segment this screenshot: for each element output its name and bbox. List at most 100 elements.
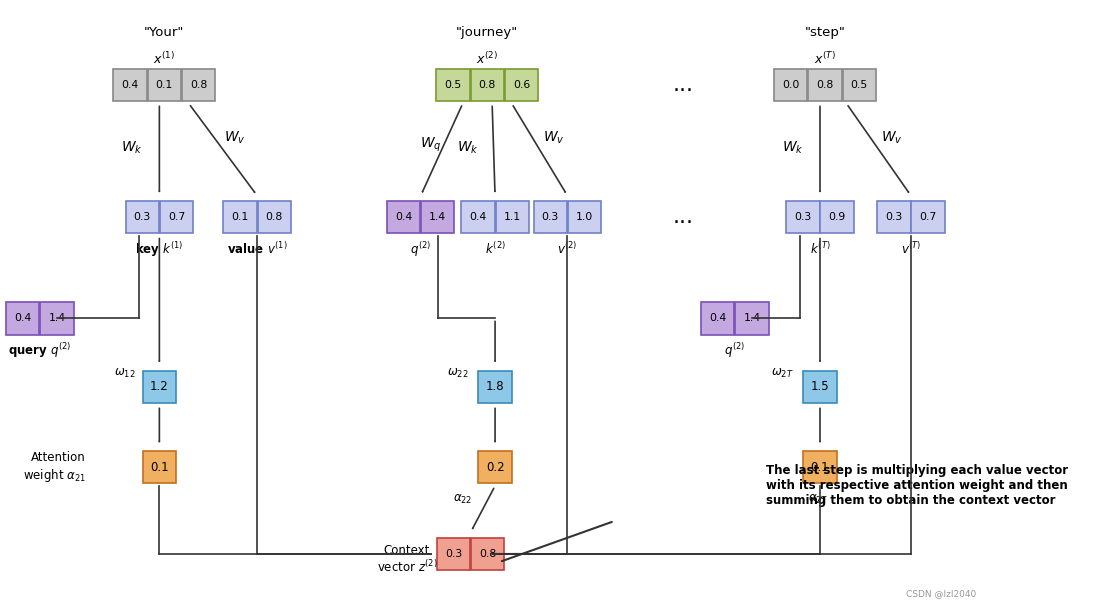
Text: $W_k$: $W_k$ bbox=[781, 140, 803, 157]
FancyBboxPatch shape bbox=[258, 201, 291, 234]
Text: $W_k$: $W_k$ bbox=[121, 140, 143, 157]
FancyBboxPatch shape bbox=[701, 302, 734, 335]
Text: $k^{(T)}$: $k^{(T)}$ bbox=[810, 241, 830, 257]
Text: 0.4: 0.4 bbox=[709, 314, 726, 323]
FancyBboxPatch shape bbox=[143, 452, 176, 483]
Text: 1.4: 1.4 bbox=[48, 314, 66, 323]
FancyBboxPatch shape bbox=[436, 538, 470, 570]
Text: 0.5: 0.5 bbox=[851, 80, 868, 90]
Text: 0.8: 0.8 bbox=[479, 549, 497, 559]
Text: $x^{(1)}$: $x^{(1)}$ bbox=[153, 51, 175, 67]
Text: $\omega_{2T}$: $\omega_{2T}$ bbox=[771, 367, 795, 380]
Text: 0.1: 0.1 bbox=[232, 213, 248, 222]
Text: "journey": "journey" bbox=[456, 26, 519, 39]
Text: $\omega_{12}$: $\omega_{12}$ bbox=[114, 367, 136, 380]
Text: The last step is multiplying each value vector
with its respective attention wei: The last step is multiplying each value … bbox=[766, 464, 1068, 507]
Text: 0.8: 0.8 bbox=[478, 80, 496, 90]
Text: 0.3: 0.3 bbox=[445, 549, 462, 559]
FancyBboxPatch shape bbox=[143, 371, 176, 403]
FancyBboxPatch shape bbox=[808, 69, 842, 101]
Text: $v^{(T)}$: $v^{(T)}$ bbox=[901, 241, 921, 257]
Text: ...: ... bbox=[673, 75, 693, 95]
Text: 1.4: 1.4 bbox=[430, 213, 446, 222]
FancyBboxPatch shape bbox=[223, 201, 257, 234]
Text: $x^{(2)}$: $x^{(2)}$ bbox=[476, 51, 498, 67]
Text: 0.3: 0.3 bbox=[886, 213, 902, 222]
FancyBboxPatch shape bbox=[125, 201, 159, 234]
FancyBboxPatch shape bbox=[821, 201, 854, 234]
Text: Attention
weight $\alpha_{21}$: Attention weight $\alpha_{21}$ bbox=[23, 451, 86, 483]
Text: 0.4: 0.4 bbox=[395, 213, 412, 222]
Text: 0.0: 0.0 bbox=[782, 80, 799, 90]
FancyBboxPatch shape bbox=[7, 302, 40, 335]
FancyBboxPatch shape bbox=[41, 302, 74, 335]
Text: 0.4: 0.4 bbox=[469, 213, 487, 222]
Text: 1.8: 1.8 bbox=[486, 380, 504, 394]
FancyBboxPatch shape bbox=[774, 69, 808, 101]
Text: "step": "step" bbox=[804, 26, 845, 39]
Text: 0.8: 0.8 bbox=[817, 80, 833, 90]
Text: 0.1: 0.1 bbox=[811, 461, 830, 474]
Text: 0.9: 0.9 bbox=[829, 213, 846, 222]
Text: $v^{(2)}$: $v^{(2)}$ bbox=[557, 241, 578, 257]
FancyBboxPatch shape bbox=[877, 201, 910, 234]
FancyBboxPatch shape bbox=[568, 201, 601, 234]
Text: $W_k$: $W_k$ bbox=[457, 140, 478, 157]
FancyBboxPatch shape bbox=[470, 69, 503, 101]
Text: $\alpha_{2T}$: $\alpha_{2T}$ bbox=[808, 493, 829, 506]
Text: 1.4: 1.4 bbox=[743, 314, 761, 323]
FancyBboxPatch shape bbox=[462, 201, 495, 234]
Text: 0.4: 0.4 bbox=[121, 80, 138, 90]
Text: $x^{(T)}$: $x^{(T)}$ bbox=[814, 51, 835, 67]
Text: $W_v$: $W_v$ bbox=[880, 130, 902, 146]
Text: 0.4: 0.4 bbox=[14, 314, 32, 323]
Text: $\alpha_{22}$: $\alpha_{22}$ bbox=[453, 493, 473, 506]
FancyBboxPatch shape bbox=[478, 452, 512, 483]
FancyBboxPatch shape bbox=[387, 201, 420, 234]
FancyBboxPatch shape bbox=[181, 69, 215, 101]
FancyBboxPatch shape bbox=[911, 201, 945, 234]
Text: 0.2: 0.2 bbox=[486, 461, 504, 474]
Text: 0.8: 0.8 bbox=[190, 80, 207, 90]
Text: $q^{(2)}$: $q^{(2)}$ bbox=[410, 240, 431, 259]
Text: 0.1: 0.1 bbox=[156, 80, 173, 90]
Text: 1.2: 1.2 bbox=[149, 380, 169, 394]
FancyBboxPatch shape bbox=[504, 69, 539, 101]
Text: 0.7: 0.7 bbox=[920, 213, 936, 222]
FancyBboxPatch shape bbox=[159, 201, 193, 234]
Text: query $q^{(2)}$: query $q^{(2)}$ bbox=[9, 341, 71, 360]
FancyBboxPatch shape bbox=[478, 371, 512, 403]
Text: $\omega_{22}$: $\omega_{22}$ bbox=[447, 367, 468, 380]
Text: Context
vector $z^{(2)}$: Context vector $z^{(2)}$ bbox=[377, 544, 437, 576]
FancyBboxPatch shape bbox=[843, 69, 876, 101]
Text: 1.1: 1.1 bbox=[503, 213, 521, 222]
Text: $W_q$: $W_q$ bbox=[420, 136, 441, 154]
Text: 0.3: 0.3 bbox=[795, 213, 811, 222]
Text: 1.5: 1.5 bbox=[811, 380, 830, 394]
Text: $k^{(2)}$: $k^{(2)}$ bbox=[485, 241, 506, 257]
Text: "Your": "Your" bbox=[144, 26, 185, 39]
FancyBboxPatch shape bbox=[421, 201, 455, 234]
Text: 0.7: 0.7 bbox=[168, 213, 185, 222]
FancyBboxPatch shape bbox=[786, 201, 820, 234]
FancyBboxPatch shape bbox=[534, 201, 567, 234]
Text: $q^{(2)}$: $q^{(2)}$ bbox=[724, 341, 745, 360]
FancyBboxPatch shape bbox=[496, 201, 529, 234]
Text: key $k^{(1)}$: key $k^{(1)}$ bbox=[135, 240, 184, 259]
FancyBboxPatch shape bbox=[147, 69, 181, 101]
Text: value $v^{(1)}$: value $v^{(1)}$ bbox=[227, 241, 288, 257]
Text: ...: ... bbox=[673, 207, 693, 227]
Text: 0.3: 0.3 bbox=[134, 213, 151, 222]
Text: 0.8: 0.8 bbox=[266, 213, 282, 222]
FancyBboxPatch shape bbox=[803, 371, 836, 403]
Text: CSDN @lzl2040: CSDN @lzl2040 bbox=[907, 589, 977, 598]
Text: 0.5: 0.5 bbox=[444, 80, 462, 90]
FancyBboxPatch shape bbox=[113, 69, 146, 101]
Text: 0.1: 0.1 bbox=[151, 461, 168, 474]
Text: 1.0: 1.0 bbox=[576, 213, 593, 222]
Text: 0.6: 0.6 bbox=[513, 80, 530, 90]
Text: $W_v$: $W_v$ bbox=[543, 130, 565, 146]
FancyBboxPatch shape bbox=[436, 69, 469, 101]
FancyBboxPatch shape bbox=[471, 538, 504, 570]
Text: $W_v$: $W_v$ bbox=[224, 130, 245, 146]
